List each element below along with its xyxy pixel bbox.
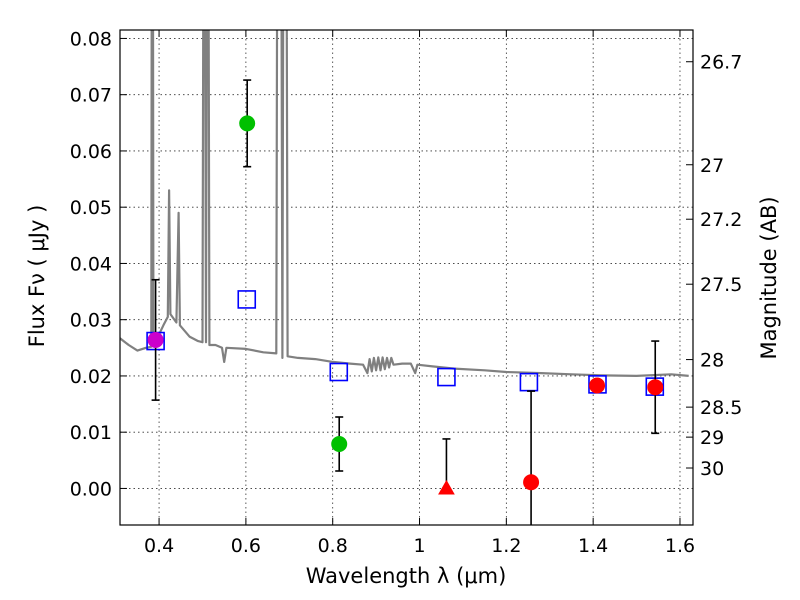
right-tick-label: 29 <box>700 427 724 449</box>
x-tick-label: 1 <box>413 535 425 557</box>
right-tick-label: 28 <box>700 350 724 372</box>
right-tick-label: 27.2 <box>700 209 742 231</box>
y-tick-label: 0.07 <box>70 85 112 107</box>
right-tick-label: 26.7 <box>700 52 742 74</box>
right-tick-label: 27 <box>700 155 724 177</box>
right-tick-label: 28.5 <box>700 397 742 419</box>
upper-limit-marker <box>438 479 455 495</box>
axes: 0.4 0.6 0.8 1 1.2 1.4 1.6 0.00 0.01 0.02 0.03 0.04 0… <box>70 28 743 557</box>
x-tick-label: 0.4 <box>144 535 174 557</box>
y-tick-label: 0.08 <box>70 28 112 50</box>
plot-area <box>120 30 689 525</box>
model-square <box>437 367 456 387</box>
data-point <box>147 331 164 348</box>
data-point <box>589 377 606 394</box>
right-tick-label: 30 <box>700 458 724 480</box>
y-tick-label: 0.00 <box>70 478 112 500</box>
y-tick-label: 0.01 <box>70 422 112 444</box>
grid <box>120 30 693 525</box>
data-point <box>239 115 256 132</box>
y-axis-right-label: Magnitude (AB) <box>757 196 781 359</box>
data-point <box>331 436 348 452</box>
y-tick-label: 0.03 <box>70 310 112 332</box>
x-tick-label: 1.6 <box>665 535 695 557</box>
data-point <box>523 474 540 491</box>
spectrum-line <box>120 30 689 377</box>
x-tick-label: 0.6 <box>231 535 261 557</box>
y-tick-label: 0.02 <box>70 366 112 388</box>
x-tick-label: 1.2 <box>491 535 521 557</box>
model-square <box>237 290 257 309</box>
y-tick-label: 0.06 <box>70 141 112 163</box>
y-tick-label: 0.04 <box>70 253 112 275</box>
right-tick-label: 27.5 <box>700 274 742 296</box>
model-square <box>329 362 349 382</box>
x-tick-label: 1.4 <box>578 535 608 557</box>
plot-frame <box>119 29 694 526</box>
x-tick-label: 0.8 <box>318 535 348 557</box>
y-axis-label: Flux Fν ( μJy ) <box>25 205 49 348</box>
data-point <box>647 379 664 396</box>
y-tick-label: 0.05 <box>70 197 112 219</box>
x-axis-label: Wavelength λ (μm) <box>306 564 507 588</box>
